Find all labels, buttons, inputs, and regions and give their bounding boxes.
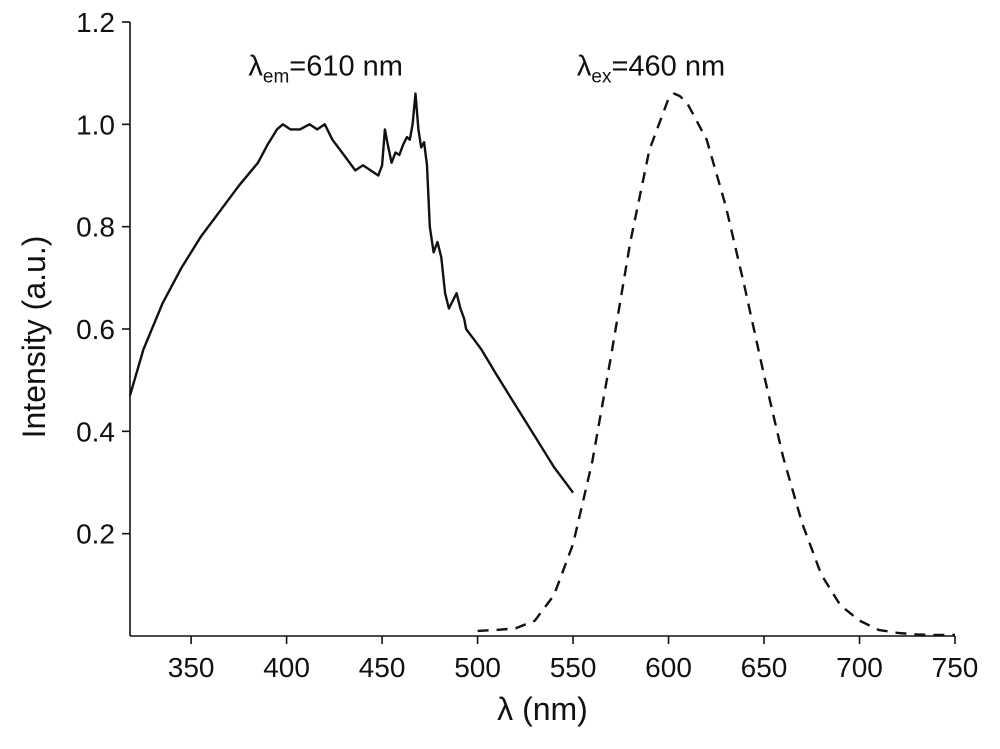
y-tick-label: 0.8 [76,212,115,243]
annotation-text: λex=460 nm [577,51,725,88]
y-tick-label: 0.4 [76,416,115,447]
annotation-symbol: λ [577,51,592,83]
x-tick-label: 400 [263,652,310,683]
annotation-subscript: ex [591,67,612,88]
x-tick-label: 700 [836,652,883,683]
series-line-solid [128,92,575,494]
annotation-value: =610 nm [289,51,403,83]
y-tick-label: 0.6 [76,314,115,345]
y-axis-label: Intensity (a.u.) [16,236,52,439]
x-tick-label: 600 [645,652,692,683]
plot-area [128,92,955,637]
annotation-text: λem=610 nm [248,51,403,88]
annotation-subscript: em [263,67,289,88]
annotation-symbol: λ [248,51,263,83]
y-tick-label: 1.0 [76,109,115,140]
x-tick-label: 500 [454,652,501,683]
x-tick-label: 650 [741,652,788,683]
axes: 350 400 450 500 550 600 650 700 750 0.2 0.4 0.6 0.8 1… [76,7,978,683]
annotations: λem=610 nm λex=460 nm [248,51,725,88]
x-tick-label: 350 [168,652,215,683]
x-tick-label: 750 [932,652,979,683]
annotation-value: =460 nm [611,51,725,83]
x-tick-label: 450 [359,652,406,683]
series-line-dashed [477,92,955,637]
y-tick-label: 1.2 [76,7,115,38]
y-tick-label: 0.2 [76,519,115,550]
x-axis-label: λ (nm) [497,691,588,727]
x-tick-label: 550 [550,652,597,683]
